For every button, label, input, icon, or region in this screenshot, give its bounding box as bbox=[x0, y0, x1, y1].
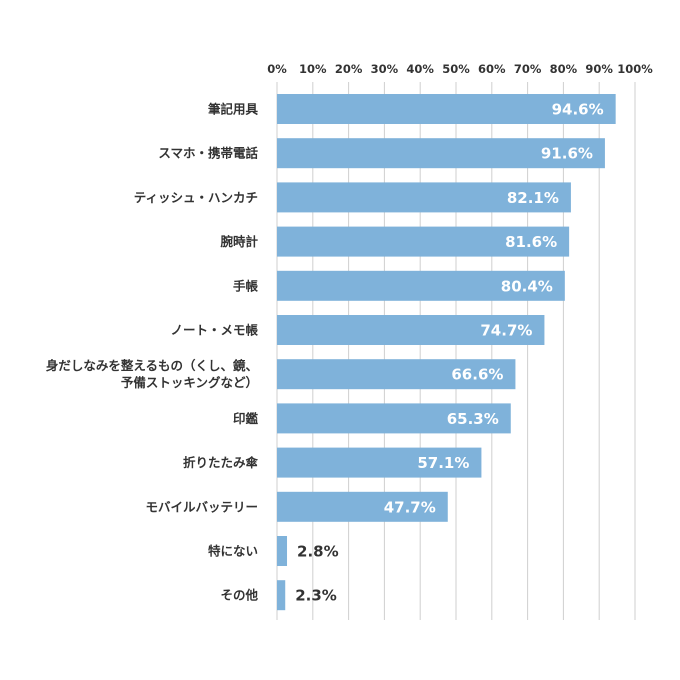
category-label: ノート・メモ帳 bbox=[170, 323, 258, 338]
data-label: 47.7% bbox=[384, 498, 436, 516]
category-label: 腕時計 bbox=[220, 234, 258, 249]
bar bbox=[277, 580, 286, 611]
x-tick-label: 100% bbox=[617, 62, 653, 76]
category-label: 予備ストッキングなど） bbox=[121, 375, 258, 390]
bar bbox=[277, 403, 511, 434]
category-label: 筆記用具 bbox=[208, 102, 259, 117]
x-tick-label: 90% bbox=[585, 62, 613, 76]
data-label: 2.3% bbox=[295, 587, 337, 605]
bar bbox=[277, 270, 565, 301]
category-label: 折りたたみ傘 bbox=[183, 455, 259, 470]
bar bbox=[277, 138, 605, 169]
x-tick-label: 60% bbox=[478, 62, 506, 76]
category-label: 特にない bbox=[208, 544, 258, 559]
data-label: 65.3% bbox=[447, 410, 499, 428]
bar bbox=[277, 315, 545, 345]
x-tick-label: 10% bbox=[299, 62, 327, 76]
category-label: ティッシュ・ハンカチ bbox=[134, 190, 258, 205]
category-label: 手帳 bbox=[233, 278, 259, 293]
bar bbox=[277, 359, 516, 390]
data-label: 80.4% bbox=[501, 277, 553, 295]
bar bbox=[277, 536, 288, 566]
data-label: 66.6% bbox=[451, 366, 503, 384]
data-label: 74.7% bbox=[480, 322, 532, 340]
x-tick-label: 40% bbox=[406, 62, 434, 76]
data-label: 2.8% bbox=[297, 543, 339, 561]
x-tick-label: 70% bbox=[514, 62, 542, 76]
data-label: 82.1% bbox=[507, 189, 559, 207]
bar bbox=[277, 182, 571, 213]
x-tick-label: 0% bbox=[267, 62, 287, 76]
bar bbox=[277, 226, 570, 257]
bar bbox=[277, 94, 616, 124]
data-label: 94.6% bbox=[552, 101, 604, 119]
data-label: 57.1% bbox=[417, 454, 469, 472]
category-label: その他 bbox=[220, 588, 258, 603]
data-label: 91.6% bbox=[541, 145, 593, 163]
data-label: 81.6% bbox=[505, 233, 557, 251]
x-tick-label: 30% bbox=[371, 62, 399, 76]
x-tick-label: 50% bbox=[442, 62, 470, 76]
category-label: スマホ・携帯電話 bbox=[158, 146, 258, 161]
category-label: モバイルバッテリー bbox=[145, 499, 258, 514]
bar bbox=[277, 491, 448, 522]
category-label: 身だしなみを整えるもの（くし、鏡、 bbox=[46, 358, 258, 373]
bar bbox=[277, 447, 482, 478]
x-tick-label: 20% bbox=[335, 62, 363, 76]
category-label: 印鑑 bbox=[233, 411, 259, 426]
x-tick-label: 80% bbox=[550, 62, 578, 76]
